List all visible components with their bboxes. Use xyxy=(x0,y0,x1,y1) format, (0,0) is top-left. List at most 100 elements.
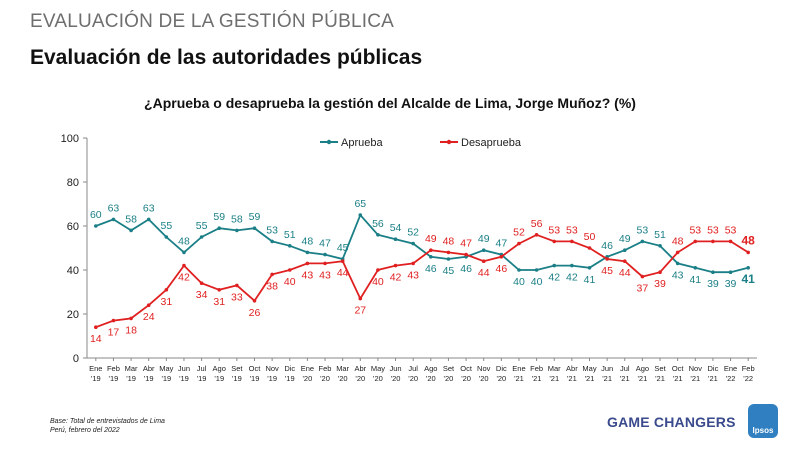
data-label-desaprueba: 17 xyxy=(108,327,120,339)
data-label-aprueba: 39 xyxy=(725,278,737,290)
footnote-base: Base: Total de entrevistados de Lima xyxy=(50,418,165,425)
x-tick-label-month: Oct xyxy=(249,364,262,373)
brand-tagline: GAME CHANGERS xyxy=(607,414,736,430)
x-tick-label-year: '19 xyxy=(161,374,171,383)
data-point-aprueba xyxy=(287,244,292,248)
data-label-desaprueba: 24 xyxy=(143,311,155,323)
x-tick-label-month: Oct xyxy=(672,364,685,373)
data-point-desaprueba xyxy=(481,259,486,264)
section-kicker: EVALUACIÓN DE LA GESTIÓN PÚBLICA xyxy=(30,11,394,32)
data-label-desaprueba: 14 xyxy=(90,333,102,345)
data-label-aprueba: 55 xyxy=(196,220,208,232)
data-point-aprueba xyxy=(587,266,592,270)
data-point-desaprueba xyxy=(358,296,363,301)
data-point-aprueba xyxy=(640,239,645,244)
data-point-aprueba xyxy=(305,250,310,255)
data-point-desaprueba xyxy=(464,252,468,257)
x-tick-label-year: '20 xyxy=(461,374,471,383)
x-tick-label-year: '20 xyxy=(496,374,506,383)
data-label-desaprueba: 27 xyxy=(354,305,366,317)
x-tick-label-year: '20 xyxy=(426,374,436,383)
data-point-desaprueba xyxy=(640,274,645,279)
data-point-aprueba xyxy=(429,254,433,259)
data-label-aprueba: 47 xyxy=(495,238,507,250)
x-tick-label-month: Feb xyxy=(530,364,543,373)
data-point-desaprueba xyxy=(693,239,698,244)
x-tick-label-year: '19 xyxy=(91,374,101,383)
x-tick-label-month: Nov xyxy=(477,364,491,373)
data-label-aprueba: 63 xyxy=(108,202,120,214)
ipsos-logo: Ipsos xyxy=(748,404,778,438)
x-tick-label-year: '20 xyxy=(391,374,401,383)
chart-title: ¿Aprueba o desaprueba la gestión del Alc… xyxy=(144,95,636,111)
x-tick-label-month: Jun xyxy=(601,364,613,373)
x-tick-label-year: '21 xyxy=(602,374,612,383)
data-point-desaprueba xyxy=(146,303,151,308)
data-point-desaprueba xyxy=(270,272,274,277)
x-tick-label-year: '20 xyxy=(338,374,348,383)
series-layer xyxy=(94,213,750,330)
data-label-desaprueba: 42 xyxy=(178,272,190,284)
data-point-desaprueba xyxy=(235,283,239,288)
x-tick-label-month: Dic xyxy=(496,364,507,373)
data-point-aprueba xyxy=(146,217,151,222)
data-point-aprueba xyxy=(393,237,398,241)
data-point-aprueba xyxy=(235,228,239,233)
data-label-aprueba: 40 xyxy=(513,276,525,288)
x-tick-label-year: '21 xyxy=(638,374,648,383)
data-point-desaprueba xyxy=(305,261,310,266)
data-point-desaprueba xyxy=(376,268,380,272)
x-tick-label-year: '21 xyxy=(620,374,630,383)
legend-marker-aprueba xyxy=(326,139,332,145)
x-tick-label-year: '22 xyxy=(726,374,736,383)
x-tick-label-year: '20 xyxy=(479,374,489,383)
x-tick-label-year: '22 xyxy=(743,374,753,383)
data-point-desaprueba xyxy=(340,259,345,264)
x-tick-label-year: '20 xyxy=(373,374,383,383)
data-point-aprueba xyxy=(217,226,222,230)
data-label-aprueba: 59 xyxy=(213,211,225,223)
data-label-aprueba: 49 xyxy=(619,233,631,245)
legend-label-desaprueba: Desaprueba xyxy=(461,137,522,149)
data-label-aprueba: 58 xyxy=(231,213,243,225)
data-label-desaprueba: 52 xyxy=(513,227,525,239)
x-tick-label-month: May xyxy=(582,364,596,373)
x-tick-label-year: '21 xyxy=(549,374,559,383)
data-label-desaprueba: 48 xyxy=(742,233,756,247)
data-point-aprueba xyxy=(570,263,574,268)
y-tick-label: 40 xyxy=(67,265,79,277)
data-label-desaprueba: 26 xyxy=(249,307,261,319)
data-point-aprueba xyxy=(711,270,715,275)
data-point-desaprueba xyxy=(252,299,257,303)
x-tick-label-year: '21 xyxy=(690,374,700,383)
x-tick-label-year: '20 xyxy=(408,374,418,383)
data-point-desaprueba xyxy=(129,316,133,321)
data-point-aprueba xyxy=(693,266,698,270)
x-tick-label-month: Set xyxy=(654,364,666,373)
x-tick-label-month: Nov xyxy=(689,364,703,373)
data-point-aprueba xyxy=(182,250,186,255)
data-point-desaprueba xyxy=(675,250,680,255)
data-label-aprueba: 41 xyxy=(584,274,596,286)
x-tick-label-year: '19 xyxy=(285,374,295,383)
data-label-desaprueba: 53 xyxy=(548,224,560,236)
x-tick-label-month: Ago xyxy=(636,364,649,373)
x-tick-label-year: '19 xyxy=(109,374,119,383)
x-tick-label-year: '21 xyxy=(655,374,665,383)
data-label-desaprueba: 46 xyxy=(495,263,507,275)
data-label-desaprueba: 37 xyxy=(637,283,649,295)
data-label-aprueba: 49 xyxy=(478,233,490,245)
data-point-aprueba xyxy=(622,248,627,252)
data-point-aprueba xyxy=(164,235,169,239)
x-tick-label-month: Abr xyxy=(354,364,366,373)
data-label-aprueba: 56 xyxy=(372,218,384,230)
data-label-desaprueba: 44 xyxy=(478,267,490,279)
data-label-aprueba: 58 xyxy=(125,213,137,225)
y-tick-label: 0 xyxy=(73,353,79,365)
data-point-aprueba xyxy=(517,268,521,272)
x-tick-label-month: Set xyxy=(443,364,455,373)
data-label-aprueba: 42 xyxy=(566,272,578,284)
x-tick-label-year: '21 xyxy=(585,374,595,383)
x-tick-label-month: Ene xyxy=(89,364,102,373)
data-point-aprueba xyxy=(746,266,750,270)
